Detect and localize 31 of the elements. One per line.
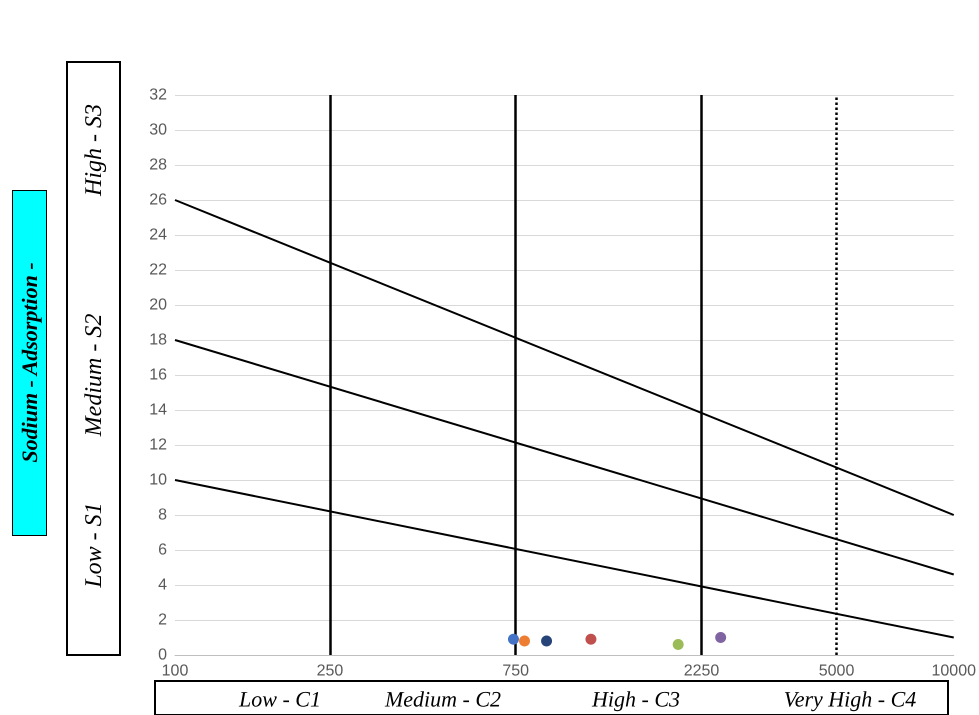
y-tick-label: 24 (149, 226, 168, 244)
x-tick-label: 100 (162, 662, 188, 680)
y-tick-label: 30 (149, 122, 168, 138)
y-tick-label: 6 (158, 542, 168, 558)
x-tick-label: 10000 (932, 662, 976, 680)
y-tick-label: 26 (149, 192, 168, 208)
y-axis-title: Sodium - Adsorption - (17, 262, 42, 463)
text: Medium - C2 (384, 686, 502, 712)
text: Low - S1 (81, 502, 107, 589)
x-tick-label: 250 (316, 662, 344, 680)
text: Low - C1 (238, 686, 321, 712)
y-tick-label: 22 (149, 262, 168, 278)
x-tick-label: 750 (502, 662, 530, 680)
y-tick-label: 18 (149, 332, 168, 348)
y-tick-label: 0 (158, 646, 168, 664)
text: High - C3 (591, 686, 680, 712)
y-tick-label: 28 (149, 156, 168, 174)
x-tick-label: 5000 (818, 662, 854, 680)
y-tick-label: 4 (158, 576, 168, 594)
y-tick-label: 10 (149, 472, 168, 488)
text: High - S3 (81, 104, 107, 197)
y-tick-label: 14 (149, 402, 168, 418)
y-tick-label: 8 (158, 506, 168, 524)
y-tick-label: 2 (158, 612, 168, 628)
y-tick-label: 32 (149, 86, 168, 104)
text: Medium - S2 (81, 314, 107, 438)
text: Very High - C4 (784, 686, 916, 712)
y-tick-label: 20 (149, 296, 168, 314)
y-tick-label: 16 (149, 366, 168, 384)
y-tick-label: 12 (149, 436, 168, 454)
x-tick-label: 2250 (684, 662, 720, 680)
